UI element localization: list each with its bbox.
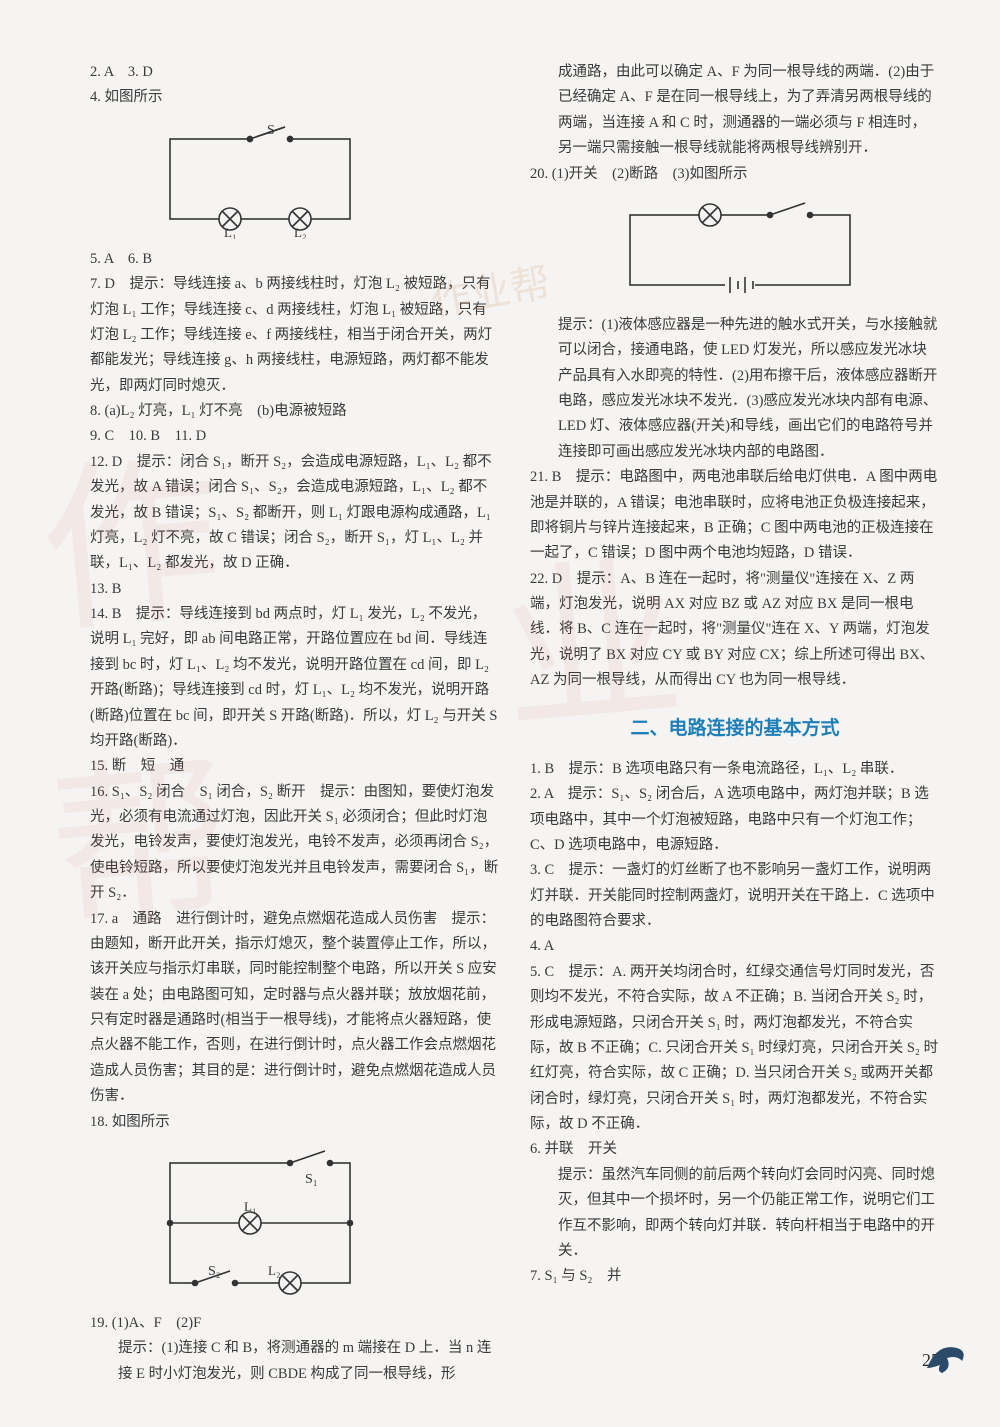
answer-17: 17. a 通路 进行倒计时，避免点燃烟花造成人员伤害 提示：由题知，断开此开关… <box>90 907 500 1110</box>
answer-19: 19. (1)A、F (2)F <box>90 1311 500 1336</box>
dolphin-icon <box>922 1333 972 1383</box>
answer-b2: 2. A 提示：S₁、S₂ 闭合后，A 选项电路中，两灯泡并联；B 选项电路中，… <box>530 782 940 858</box>
answer-21: 21. B 提示：电路图中，两电池串联后给电灯供电．A 图中两电池是并联的，A … <box>530 465 940 567</box>
answer-4: 4. 如图所示 <box>90 85 500 110</box>
label-L2: L₂ <box>268 1263 280 1278</box>
answer-19-cont: 成通路，由此可以确定 A、F 为同一根导线的两端．(2)由于已经确定 A、F 是… <box>530 60 940 162</box>
answer-20-hint: 提示：(1)液体感应器是一种先进的触水式开关，与水接触就可以闭合，接通电路，使 … <box>530 313 940 465</box>
answer-13: 13. B <box>90 577 500 602</box>
label-S1: S₁ <box>305 1172 318 1187</box>
answer-9-11: 9. C 10. B 11. D <box>90 424 500 449</box>
circuit-diagram-18: S₁ L₁ S₂ L₂ <box>150 1143 500 1303</box>
circuit-diagram-4: S L₁ L₂ <box>150 119 500 239</box>
left-column: 2. A 3. D 4. 如图所示 <box>90 60 500 1387</box>
answer-b5: 5. C 提示：A. 两开关均闭合时，红绿交通信号灯同时发光，否则均不发光，不符… <box>530 960 940 1138</box>
answer-19-hint: 提示：(1)连接 C 和 B，将测通器的 m 端接在 D 上．当 n 连接 E … <box>90 1336 500 1387</box>
answer-b6: 6. 并联 开关 <box>530 1137 940 1162</box>
page-content: 2. A 3. D 4. 如图所示 <box>0 0 1000 1427</box>
answer-b4: 4. A <box>530 934 940 959</box>
answer-b1: 1. B 提示：B 选项电路只有一条电流路径，L₁、L₂ 串联． <box>530 757 940 782</box>
right-column: 成通路，由此可以确定 A、F 为同一根导线的两端．(2)由于已经确定 A、F 是… <box>530 60 940 1387</box>
label-L2: L₂ <box>294 225 306 239</box>
section-title: 二、电路连接的基本方式 <box>530 712 940 745</box>
answer-15: 15. 断 短 通 <box>90 754 500 779</box>
answer-8: 8. (a)L₂ 灯亮，L₁ 灯不亮 (b)电源被短路 <box>90 399 500 424</box>
label-S: S <box>267 123 275 138</box>
answer-b3: 3. C 提示：一盏灯的灯丝断了也不影响另一盏灯工作，说明两灯并联．开关能同时控… <box>530 858 940 934</box>
answer-20: 20. (1)开关 (2)断路 (3)如图所示 <box>530 162 940 187</box>
answer-b7: 7. S₁ 与 S₂ 并 <box>530 1264 940 1289</box>
answer-16: 16. S₁、S₂ 闭合 S₁ 闭合，S₂ 断开 提示：由图知，要使灯泡发光，必… <box>90 780 500 907</box>
answer-b6-hint: 提示：虽然汽车同侧的前后两个转向灯会同时闪亮、同时熄灭，但其中一个损坏时，另一个… <box>530 1163 940 1265</box>
answer-22: 22. D 提示：A、B 连在一起时，将"测量仪"连接在 X、Z 两端，灯泡发光… <box>530 567 940 694</box>
answer-5-6: 5. A 6. B <box>90 247 500 272</box>
answer-12: 12. D 提示：闭合 S₁，断开 S₂，会造成电源短路，L₁、L₂ 都不发光，… <box>90 450 500 577</box>
label-L1: L₁ <box>244 1199 256 1214</box>
answer-7: 7. D 提示：导线连接 a、b 两接线柱时，灯泡 L₂ 被短路，只有灯泡 L₁… <box>90 272 500 399</box>
answer-2-3: 2. A 3. D <box>90 60 500 85</box>
label-L1: L₁ <box>224 225 236 239</box>
circuit-diagram-20 <box>610 195 940 305</box>
label-S2: S₂ <box>208 1264 221 1279</box>
answer-18: 18. 如图所示 <box>90 1110 500 1135</box>
answer-14: 14. B 提示：导线连接到 bd 两点时，灯 L₁ 发光，L₂ 不发光，说明 … <box>90 602 500 754</box>
